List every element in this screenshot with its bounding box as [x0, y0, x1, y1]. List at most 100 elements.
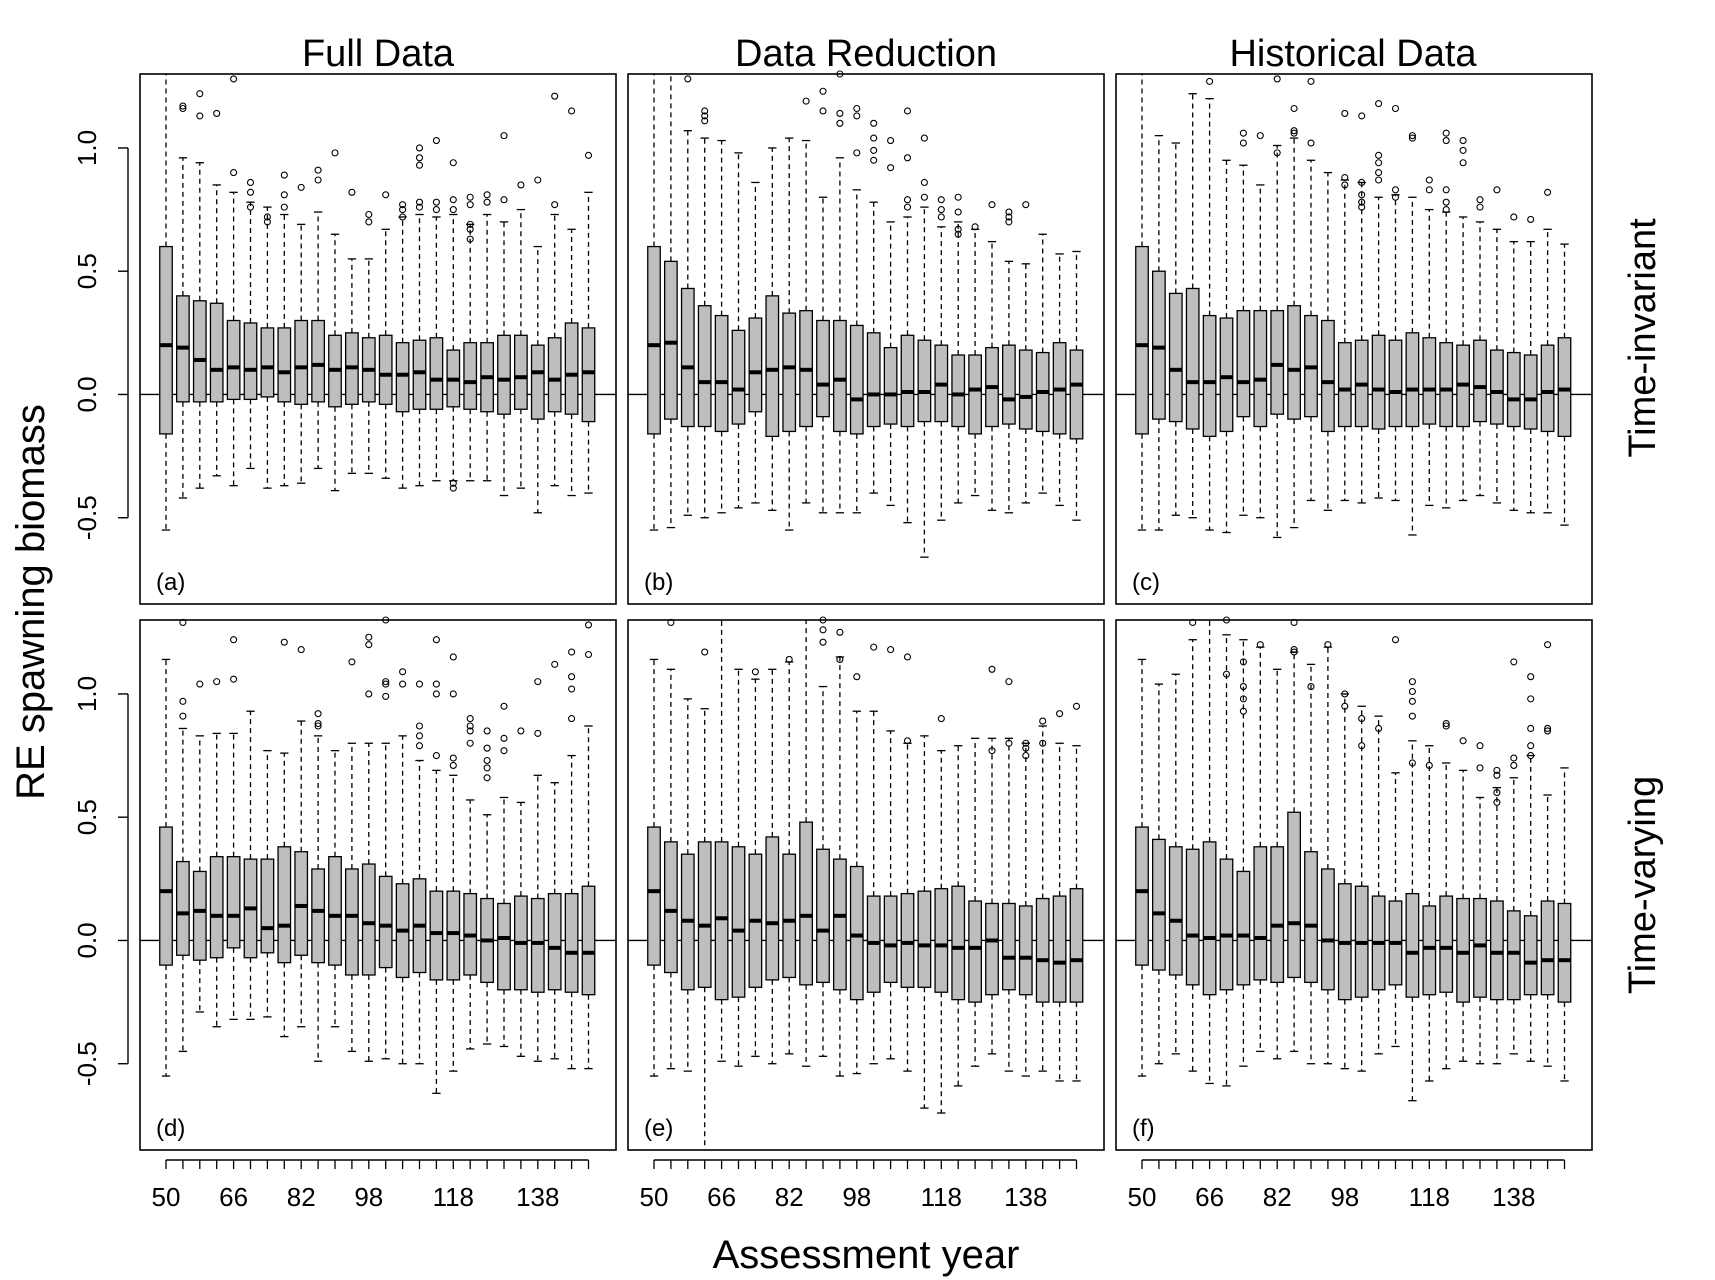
outlier-point — [1527, 673, 1535, 681]
box-130 — [497, 221, 511, 497]
iqr-box — [900, 334, 915, 428]
iqr-box — [1018, 905, 1033, 996]
outlier-point — [1022, 739, 1030, 747]
outlier-point — [1273, 149, 1281, 157]
iqr-box — [1168, 292, 1183, 423]
panel-frame — [627, 619, 1105, 1151]
iqr-box — [1506, 910, 1521, 1001]
outlier-point — [449, 159, 457, 167]
outlier-point — [1391, 636, 1400, 644]
iqr-box — [497, 334, 511, 415]
outlier-point — [179, 618, 187, 627]
iqr-box — [951, 354, 966, 428]
box-74 — [260, 750, 275, 1018]
outlier-point — [1005, 678, 1013, 686]
outlier-point — [483, 774, 491, 782]
box-142 — [1035, 233, 1050, 494]
box-106 — [395, 216, 410, 489]
box-70 — [1219, 159, 1234, 534]
outlier-point — [667, 618, 675, 627]
outlier-point — [415, 680, 424, 688]
box-78 — [1253, 646, 1268, 1053]
iqr-box — [816, 848, 830, 984]
outlier-point — [1005, 739, 1013, 747]
iqr-box — [1185, 287, 1200, 430]
box-114 — [429, 216, 444, 482]
iqr-box — [159, 245, 173, 435]
outlier-point — [1459, 146, 1467, 154]
iqr-box — [1371, 334, 1386, 430]
outlier-point — [415, 144, 424, 152]
panel-frame — [1115, 73, 1593, 605]
box-110 — [900, 216, 915, 524]
iqr-box — [1523, 915, 1538, 996]
outlier-point — [449, 196, 457, 204]
iqr-box — [647, 826, 661, 966]
outlier-point — [1307, 683, 1315, 691]
box-102 — [378, 228, 393, 479]
outlier-point — [500, 747, 508, 755]
panel-f: (f) 50 66 82 98 118 138 — [1115, 616, 1593, 1212]
box-138 — [1506, 777, 1521, 1055]
outlier-point — [1442, 137, 1450, 145]
box-138 — [530, 774, 545, 1062]
iqr-box — [1035, 897, 1050, 1003]
iqr-box — [765, 295, 780, 438]
outlier-point — [399, 668, 407, 676]
box-98 — [1337, 693, 1352, 1070]
outlier-point — [1324, 641, 1332, 649]
outlier-point — [1290, 618, 1298, 627]
panels-group: (a) -0.5 0.0 0.5 1.0 (b) (c) (d) -0.5 0.0 0.5 1.0 50… — [72, 70, 1593, 1212]
row-label-time-invariant: Time-invariant — [1622, 218, 1664, 458]
box-138 — [1506, 240, 1521, 511]
x-tick-label: 118 — [433, 1182, 474, 1212]
outlier-point — [263, 213, 271, 221]
x-tick-label: 98 — [1330, 1182, 1359, 1212]
iqr-box — [714, 841, 729, 1001]
outlier-point — [1358, 198, 1366, 206]
outlier-point — [1239, 695, 1247, 703]
outlier-point — [534, 678, 542, 686]
outlier-point — [1408, 134, 1416, 142]
iqr-box — [1152, 838, 1166, 971]
iqr-box — [833, 858, 847, 991]
outlier-point — [903, 653, 912, 661]
outlier-point — [1341, 181, 1349, 189]
box-74 — [1236, 639, 1251, 1067]
box-62 — [697, 708, 712, 1150]
iqr-box — [1168, 846, 1183, 976]
iqr-box — [968, 900, 982, 1003]
x-tick-label: 50 — [1128, 1182, 1157, 1212]
outlier-point — [1005, 218, 1013, 226]
box-146 — [1052, 253, 1067, 507]
box-146 — [1540, 228, 1555, 514]
iqr-box — [328, 856, 342, 966]
outlier-point — [1375, 151, 1383, 159]
box-118 — [934, 750, 949, 1114]
panel-label: (c) — [1132, 569, 1160, 596]
outlier-point — [1408, 687, 1416, 696]
outlier-point — [1527, 752, 1535, 760]
iqr-box — [175, 860, 190, 956]
box-86 — [1287, 651, 1301, 1053]
outlier-point — [432, 752, 440, 760]
outlier-point — [1307, 139, 1315, 147]
outlier-point — [1341, 690, 1349, 698]
outlier-point — [399, 680, 407, 688]
outlier-point — [870, 119, 878, 127]
outlier-point — [449, 206, 457, 214]
outlier-point — [1527, 724, 1535, 733]
box-74 — [1236, 164, 1251, 516]
iqr-box — [429, 890, 444, 981]
box-134 — [1490, 786, 1504, 1065]
outlier-point — [449, 479, 457, 487]
iqr-box — [547, 892, 562, 991]
box-122 — [463, 799, 478, 1050]
outlier-point — [348, 658, 356, 666]
outlier-point — [365, 218, 373, 226]
iqr-box — [1473, 339, 1487, 423]
box-78 — [1253, 184, 1268, 519]
box-66 — [226, 191, 241, 487]
box-126 — [968, 228, 982, 497]
outlier-point — [263, 218, 271, 226]
